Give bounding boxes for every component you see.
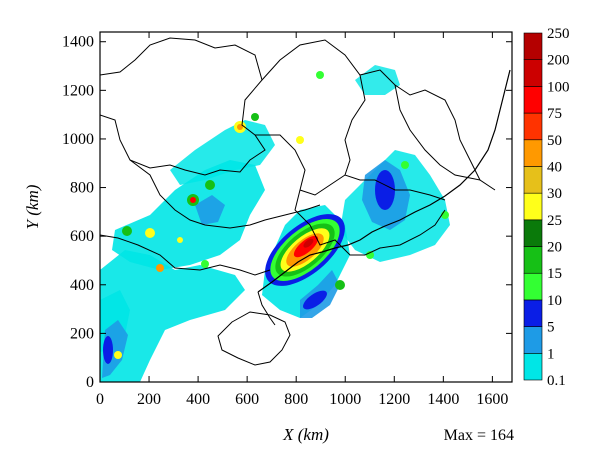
rain-band-blue-4 <box>195 195 225 225</box>
colorbar-swatch <box>523 32 543 60</box>
y-tick-label: 1200 <box>62 82 94 99</box>
cell-16 <box>177 237 183 243</box>
colorbar-swatch <box>523 192 543 221</box>
x-axis: 0 200 400 600 800 1000 1200 1400 1600 <box>96 32 508 408</box>
cell-2-core <box>237 124 243 130</box>
colorbar-swatch <box>523 353 543 381</box>
colorbar-label: 5 <box>547 320 555 336</box>
y-tick-label: 600 <box>70 228 94 245</box>
max-annotation: Max = 164 <box>444 427 514 444</box>
colorbar-label: 50 <box>547 133 562 149</box>
core-level-darkred <box>303 238 314 248</box>
province-boundary-5 <box>100 234 271 276</box>
colorbar-swatch <box>523 246 543 274</box>
province-boundary-3 <box>255 134 446 201</box>
province-boundary-6 <box>294 189 446 256</box>
colorbar-swatch <box>523 219 543 247</box>
cell-11 <box>335 280 345 290</box>
cell-1-core <box>190 197 196 203</box>
rain-area-north <box>170 120 275 185</box>
precipitation-field <box>100 65 450 382</box>
colorbar-label: 0.1 <box>547 373 566 389</box>
plot-border <box>99 31 513 383</box>
colorbar-label: 30 <box>547 186 562 202</box>
cell-15 <box>316 71 324 79</box>
colorbar-swatch <box>523 326 543 354</box>
cell-7 <box>205 180 215 190</box>
cell-6 <box>156 264 164 272</box>
colorbar-label: 200 <box>547 53 570 69</box>
cell-10 <box>114 351 122 359</box>
x-tick-label: 1200 <box>378 391 410 408</box>
rain-area-central <box>112 160 265 270</box>
colorbar-label: 75 <box>547 106 562 122</box>
y-tick-label: 400 <box>70 277 94 294</box>
province-boundary-2 <box>261 39 496 191</box>
colorbar-swatch <box>523 59 543 87</box>
colorbar-label: 40 <box>547 159 562 175</box>
x-tick-label: 600 <box>235 391 259 408</box>
rain-cell-dark-2 <box>303 290 327 310</box>
x-tick-label: 800 <box>284 391 308 408</box>
cell-4 <box>145 228 155 238</box>
rain-cell-dark-1 <box>375 170 395 210</box>
x-tick-label: 400 <box>186 391 210 408</box>
y-tick-label: 200 <box>70 325 94 342</box>
province-boundary-7 <box>344 74 366 176</box>
colorbar-swatch <box>523 112 543 141</box>
convective-cells <box>114 71 449 359</box>
cell-13 <box>401 161 409 169</box>
colorbar-label: 100 <box>547 79 570 95</box>
province-boundary-4 <box>129 159 321 229</box>
colorbar-label: 10 <box>547 293 562 309</box>
colorbar-label: 1 <box>547 346 555 362</box>
hainan-island <box>217 311 291 366</box>
cell-3 <box>122 226 132 236</box>
colorbar-label: 250 <box>547 26 570 42</box>
colorbar-swatch <box>523 272 543 301</box>
y-tick-label: 1400 <box>62 34 94 51</box>
colorbar-label: 15 <box>547 266 562 282</box>
x-tick-label: 1400 <box>427 391 459 408</box>
y-tick-label: 800 <box>70 180 94 197</box>
colorbar-swatch <box>523 86 543 114</box>
x-tick-label: 1000 <box>329 391 361 408</box>
rain-area-northeast <box>355 65 400 95</box>
y-tick-label: 1000 <box>62 131 94 148</box>
coastline <box>257 69 511 293</box>
y-axis: 0 200 400 600 800 1000 1200 1400 <box>62 34 512 391</box>
colorbar-label: 25 <box>547 213 562 229</box>
heavy-rain-core <box>265 214 345 286</box>
x-tick-label: 200 <box>137 391 161 408</box>
boundary-lines <box>100 37 511 366</box>
colorbar-label: 20 <box>547 240 562 256</box>
x-tick-label: 0 <box>96 391 104 408</box>
cell-5 <box>201 260 209 268</box>
colorbar-swatch <box>523 139 543 167</box>
x-axis-label: X (km) <box>282 425 329 444</box>
cell-9 <box>296 136 304 144</box>
colorbar-swatch <box>523 166 543 194</box>
x-tick-label: 1600 <box>476 391 508 408</box>
rain-cell-dark-3 <box>103 336 113 364</box>
rain-area-west <box>100 250 245 382</box>
cell-8 <box>251 113 259 121</box>
y-tick-label: 0 <box>86 374 94 391</box>
leizhou-peninsula <box>257 291 276 326</box>
colorbar-swatch <box>523 299 543 327</box>
cell-12 <box>366 251 374 259</box>
y-axis-label: Y (km) <box>23 184 42 229</box>
